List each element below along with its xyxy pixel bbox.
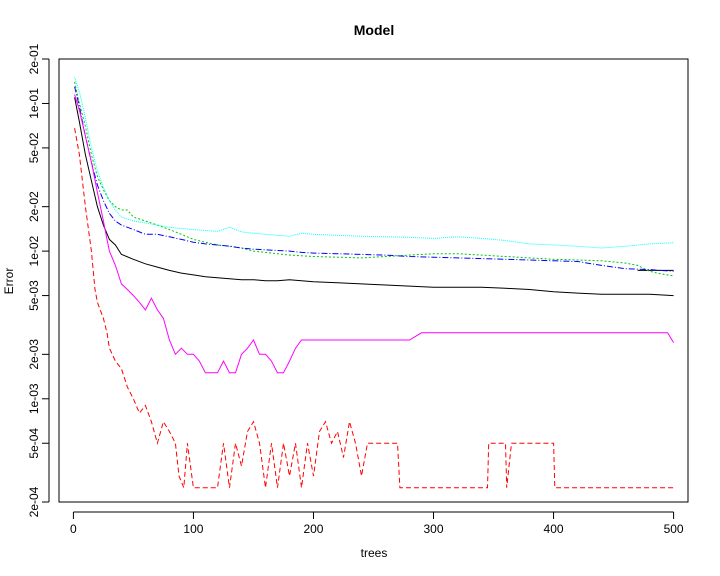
y-tick-label: 2e-02 (27, 191, 41, 222)
chart-title: Model (354, 22, 394, 38)
series-layer (74, 77, 675, 489)
x-tick-label: 200 (303, 522, 323, 536)
x-tick-label: 400 (544, 522, 564, 536)
y-axis-label: Error (2, 268, 16, 295)
y-tick-label: 1e-03 (27, 383, 41, 414)
series-line-2 (74, 128, 674, 489)
series-line-5 (74, 77, 674, 249)
y-tick-label: 5e-03 (27, 280, 41, 311)
y-tick-label: 2e-01 (27, 43, 41, 74)
series-line-4 (74, 86, 674, 272)
x-tick-label: 300 (424, 522, 444, 536)
x-tick-label: 500 (664, 522, 684, 536)
y-axis: 2e-04 5e-04 1e-03 2e-03 5e-03 1e-02 2e-02 5e-02… (27, 43, 50, 517)
plot-frame (58, 58, 689, 503)
y-tick-label: 2e-04 (27, 486, 41, 517)
y-tick-label: 5e-04 (27, 428, 41, 459)
x-tick-label: 0 (70, 522, 77, 536)
series-line-0 (74, 97, 674, 297)
y-tick-label: 1e-02 (27, 235, 41, 266)
x-axis: 0 100 200 300 400 500 (70, 511, 684, 536)
x-tick-label: 100 (183, 522, 203, 536)
series-line-6 (74, 94, 675, 374)
series-line-3 (74, 81, 674, 277)
y-tick-label: 2e-03 (27, 339, 41, 370)
y-tick-label: 1e-01 (27, 88, 41, 119)
x-axis-label: trees (361, 546, 388, 560)
y-tick-label: 5e-02 (27, 132, 41, 163)
